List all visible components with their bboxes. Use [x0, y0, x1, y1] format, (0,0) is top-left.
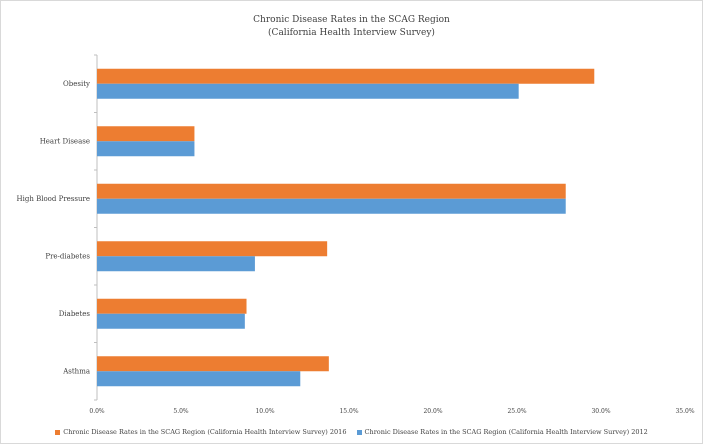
legend-label-2012: Chronic Disease Rates in the SCAG Region… — [364, 428, 648, 436]
bar-pre-diabetes-2016 — [97, 241, 328, 257]
chart-legend: Chronic Disease Rates in the SCAG Region… — [0, 428, 703, 436]
chart-subtitle: (California Health Interview Survey) — [268, 28, 435, 38]
legend-label-2016: Chronic Disease Rates in the SCAG Region… — [63, 428, 347, 436]
category-label-asthma: Asthma — [62, 367, 90, 375]
bar-pre-diabetes-2012 — [97, 256, 255, 272]
category-label-pre-diabetes: Pre-diabetes — [45, 252, 90, 260]
x-tick-label: 30.0% — [591, 408, 610, 415]
category-label-diabetes: Diabetes — [59, 310, 91, 318]
bar-asthma-2012 — [97, 371, 301, 387]
x-tick-label: 25.0% — [507, 408, 526, 415]
x-tick-label: 5.0% — [173, 408, 189, 415]
bar-heart-disease-2012 — [97, 141, 195, 157]
x-tick-label: 20.0% — [423, 408, 442, 415]
bar-asthma-2016 — [97, 356, 329, 372]
legend-swatch-2016 — [55, 429, 61, 435]
x-tick-label: 10.0% — [255, 408, 274, 415]
chart-title-block: Chronic Disease Rates in the SCAG Region… — [0, 14, 703, 40]
legend-swatch-2012 — [356, 429, 362, 435]
bar-obesity-2016 — [97, 68, 595, 84]
bar-high-blood-pressure-2016 — [97, 183, 566, 199]
bar-obesity-2012 — [97, 83, 519, 99]
category-label-heart-disease: Heart Disease — [40, 137, 90, 145]
chart-title: Chronic Disease Rates in the SCAG Region — [253, 15, 450, 25]
bar-diabetes-2016 — [97, 298, 247, 314]
x-tick-label: 35.0% — [675, 408, 694, 415]
category-label-high-blood-pressure: High Blood Pressure — [17, 195, 90, 203]
x-tick-label: 15.0% — [339, 408, 358, 415]
legend-item-2016: Chronic Disease Rates in the SCAG Region… — [55, 428, 346, 436]
bar-heart-disease-2016 — [97, 126, 195, 142]
category-label-obesity: Obesity — [63, 80, 90, 88]
legend-item-2012: Chronic Disease Rates in the SCAG Region… — [356, 428, 648, 436]
bar-high-blood-pressure-2012 — [97, 198, 566, 214]
x-tick-label: 0.0% — [89, 408, 105, 415]
bar-diabetes-2012 — [97, 313, 245, 329]
